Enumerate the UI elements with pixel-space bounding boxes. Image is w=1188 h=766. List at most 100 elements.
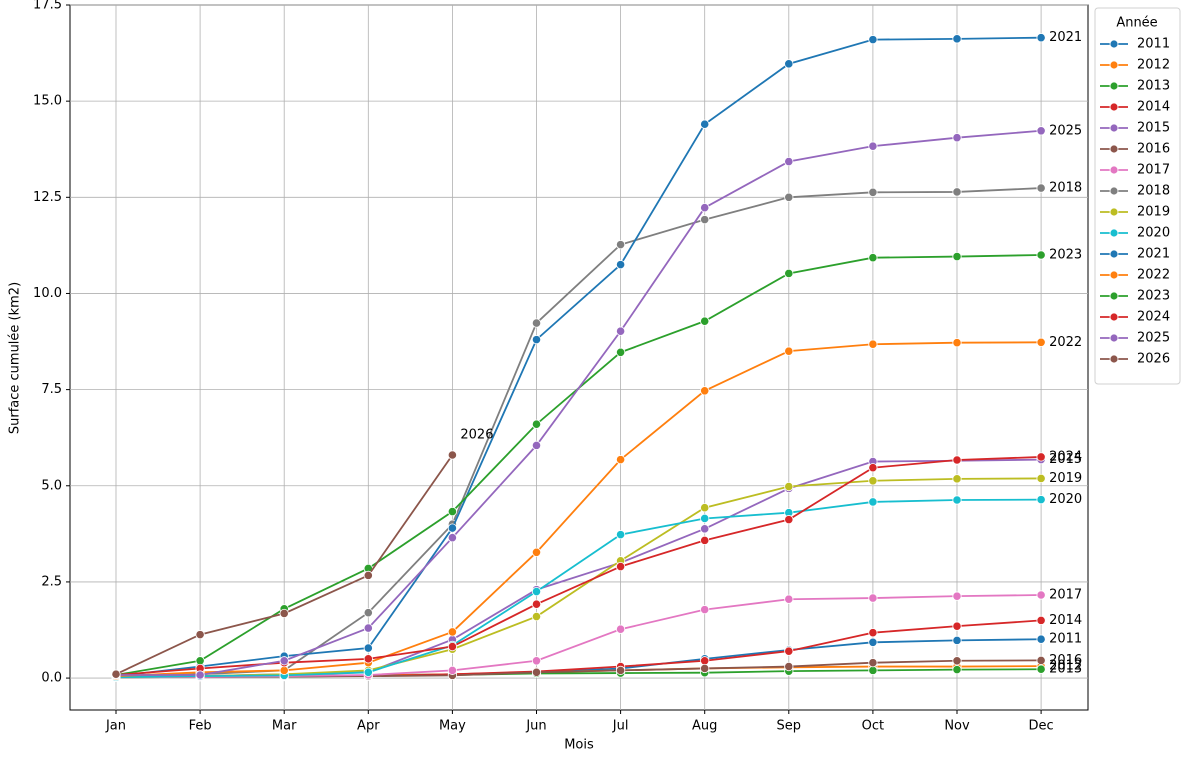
x-tick-label: Sep xyxy=(777,719,802,734)
marker xyxy=(868,593,878,603)
legend-label: 2026 xyxy=(1137,352,1170,367)
legend-marker xyxy=(1109,333,1119,343)
marker xyxy=(615,455,626,465)
legend-label: 2014 xyxy=(1137,100,1170,115)
marker xyxy=(531,419,542,429)
y-tick-label: 7.5 xyxy=(41,382,62,397)
marker xyxy=(1036,615,1046,625)
marker xyxy=(447,665,457,675)
marker xyxy=(363,643,373,653)
marker xyxy=(700,503,710,513)
marker xyxy=(784,346,794,356)
x-tick-label: Dec xyxy=(1029,719,1054,734)
marker xyxy=(868,628,878,638)
marker xyxy=(700,386,710,396)
series-line xyxy=(116,129,1042,676)
marker xyxy=(700,535,710,545)
marker xyxy=(952,665,962,675)
end-label: 2011 xyxy=(1049,632,1082,647)
end-label: 2012 xyxy=(1049,659,1082,674)
marker xyxy=(868,187,878,197)
legend-marker xyxy=(1109,291,1119,301)
end-label: 2020 xyxy=(1049,492,1082,507)
marker xyxy=(279,656,289,666)
legend-label: 2025 xyxy=(1137,331,1170,346)
marker xyxy=(700,663,710,674)
y-tick-label: 5.0 xyxy=(41,478,62,493)
marker xyxy=(868,35,878,45)
plot-frame xyxy=(69,4,1089,711)
marker xyxy=(1036,634,1046,644)
end-label: 2025 xyxy=(1049,123,1082,138)
legend-label: 2018 xyxy=(1137,184,1170,199)
legend-label: 2023 xyxy=(1137,289,1170,304)
x-tick-label: May xyxy=(439,719,466,734)
series-line xyxy=(115,187,1042,678)
end-label: 2013 xyxy=(1049,662,1082,677)
legend-marker xyxy=(1109,354,1119,364)
legend-label: 2019 xyxy=(1137,205,1170,220)
end-label: 2018 xyxy=(1049,181,1082,196)
marker xyxy=(531,547,542,557)
legend-marker xyxy=(1109,312,1119,322)
y-tick-label: 0.0 xyxy=(41,671,62,686)
marker xyxy=(279,608,289,619)
marker xyxy=(615,561,626,572)
marker xyxy=(531,440,542,450)
marker xyxy=(868,637,878,647)
legend-label: 2011 xyxy=(1137,37,1170,52)
marker xyxy=(868,253,878,263)
series-line xyxy=(115,36,1042,678)
x-tick-label: Jan xyxy=(105,719,126,734)
marker xyxy=(952,495,962,505)
marker xyxy=(1036,337,1046,347)
marker xyxy=(615,530,626,540)
marker xyxy=(447,506,457,517)
marker xyxy=(279,665,289,675)
marker xyxy=(952,251,962,262)
legend-marker xyxy=(1109,123,1119,133)
marker xyxy=(952,474,962,484)
marker xyxy=(195,670,205,680)
marker xyxy=(531,656,542,666)
marker xyxy=(531,599,542,609)
marker xyxy=(531,667,542,677)
y-axis-label: Surface cumulée (km2) xyxy=(8,282,23,434)
marker xyxy=(615,665,626,675)
end-label: 2024 xyxy=(1049,449,1082,464)
legend-label: 2024 xyxy=(1137,310,1170,325)
legend-label: 2012 xyxy=(1137,58,1170,73)
legend: Année 2011 2012 2013 2014 2015 2016 2017 2018 201… xyxy=(1094,7,1181,385)
marker xyxy=(784,59,794,69)
legend-marker xyxy=(1109,270,1119,280)
marker xyxy=(447,523,457,533)
marker xyxy=(1036,183,1046,193)
marker xyxy=(700,316,710,326)
marker xyxy=(363,654,373,664)
marker xyxy=(111,669,121,679)
legend-marker xyxy=(1109,165,1119,175)
x-tick-label: Aug xyxy=(692,719,717,734)
marker xyxy=(784,661,794,672)
end-label: 2026 xyxy=(460,428,493,443)
legend-label: 2015 xyxy=(1137,121,1170,136)
end-label: 2019 xyxy=(1049,471,1082,486)
marker xyxy=(1036,590,1046,600)
marker xyxy=(868,497,878,507)
marker xyxy=(531,611,542,622)
x-tick-label: Nov xyxy=(944,719,970,734)
marker xyxy=(784,594,794,604)
x-tick-label: Feb xyxy=(189,719,212,734)
marker xyxy=(952,591,962,601)
x-tick-label: Jul xyxy=(612,719,629,734)
marker xyxy=(363,608,373,618)
legend-label: 2013 xyxy=(1137,79,1170,94)
marker xyxy=(531,318,542,328)
end-label: 2017 xyxy=(1049,588,1082,603)
legend-marker xyxy=(1109,144,1119,154)
end-label: 2016 xyxy=(1049,653,1082,668)
marker xyxy=(615,624,626,634)
marker xyxy=(1036,452,1046,462)
marker xyxy=(447,450,457,460)
legend-marker xyxy=(1109,81,1119,91)
